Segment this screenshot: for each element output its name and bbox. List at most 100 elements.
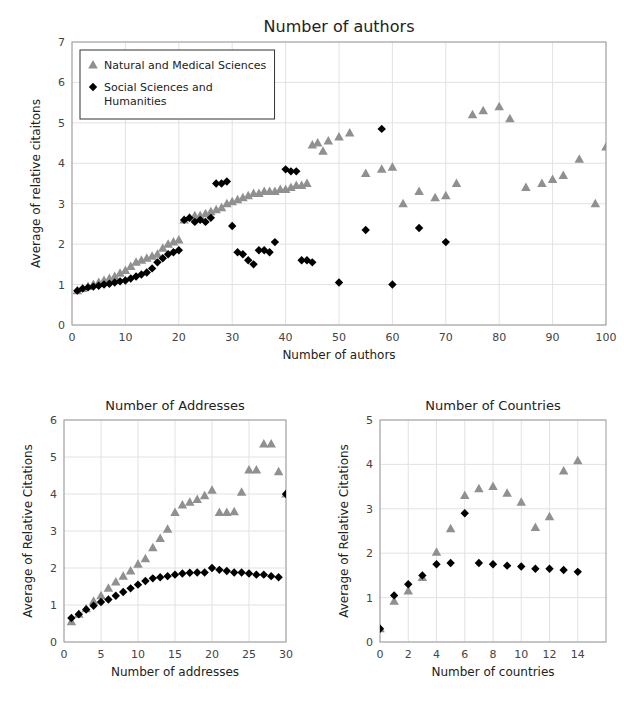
series: [73, 125, 450, 295]
point: [141, 554, 151, 563]
point: [559, 566, 567, 574]
grid-line: [445, 42, 446, 325]
point: [178, 569, 186, 577]
grid-line: [521, 420, 522, 642]
grid-line: [380, 597, 606, 598]
point: [170, 508, 180, 517]
point: [163, 572, 171, 580]
grid-line: [499, 42, 500, 325]
point: [468, 110, 478, 119]
point: [200, 491, 210, 500]
grid-line: [72, 244, 606, 245]
point: [461, 509, 469, 517]
tick-label: 1: [50, 599, 57, 612]
tick-label: 3: [50, 525, 57, 538]
point: [318, 146, 328, 155]
tick-label: 80: [492, 331, 506, 344]
point: [380, 624, 384, 632]
point: [126, 584, 134, 592]
point: [404, 580, 412, 588]
grid-line: [408, 420, 409, 642]
point: [574, 568, 582, 576]
series: [67, 439, 286, 625]
point: [441, 191, 451, 200]
tick-label: 30: [279, 648, 293, 661]
plot-frame: [64, 420, 286, 642]
point: [141, 577, 149, 585]
grid-line: [464, 420, 465, 642]
legend-label: Social Sciences andHumanities: [104, 81, 213, 108]
tick-label: 7: [58, 36, 65, 49]
grid-line: [552, 42, 553, 325]
point: [97, 598, 105, 606]
series: [380, 456, 583, 632]
tick-label: 4: [50, 488, 57, 501]
point: [186, 569, 194, 577]
series: [73, 102, 606, 294]
tick-label: 0: [377, 648, 384, 661]
point: [228, 222, 236, 230]
tick-label: 100: [596, 331, 617, 344]
grid-line: [493, 420, 494, 642]
point: [494, 102, 504, 111]
point: [432, 547, 442, 556]
tick-label: 2: [366, 547, 373, 560]
point: [178, 500, 188, 509]
grid: [380, 420, 606, 642]
legend-marker: [89, 83, 97, 91]
point: [430, 193, 440, 202]
tick-label: 2: [50, 562, 57, 575]
point: [133, 559, 143, 568]
grid-line: [380, 553, 606, 554]
chart: 010203040506070809010001234567Number of …: [29, 17, 617, 362]
point: [545, 512, 555, 521]
point: [489, 560, 497, 568]
point: [252, 465, 262, 474]
point: [223, 567, 231, 575]
legend: Natural and Medical SciencesSocial Scien…: [80, 50, 275, 119]
grid-line: [72, 163, 606, 164]
tick-label: 70: [439, 331, 453, 344]
tick-label: 30: [225, 331, 239, 344]
point: [281, 489, 286, 498]
point: [591, 199, 601, 208]
point: [260, 570, 268, 578]
point: [475, 559, 483, 567]
tick-label: 3: [366, 503, 373, 516]
point: [502, 488, 512, 497]
point: [265, 248, 273, 256]
tick-label: 90: [546, 331, 560, 344]
marks: [380, 456, 583, 633]
point: [119, 588, 127, 596]
legend-box: [80, 50, 275, 119]
point: [163, 524, 173, 533]
grid-line: [380, 508, 606, 509]
point: [548, 174, 558, 183]
point: [503, 561, 511, 569]
point: [324, 136, 334, 145]
point: [193, 568, 201, 576]
point: [335, 278, 343, 286]
point: [252, 570, 260, 578]
point: [104, 595, 112, 603]
tick-label: 40: [279, 331, 293, 344]
point: [155, 533, 165, 542]
point: [601, 142, 606, 151]
point: [302, 179, 312, 188]
chart: 0510152025300123456Number of AddressesNu…: [21, 398, 293, 679]
tick-label: 2: [405, 648, 412, 661]
point: [308, 258, 316, 266]
point: [313, 138, 323, 147]
tick-label: 1: [58, 279, 65, 292]
tick-label: 20: [172, 331, 186, 344]
tick-label: 50: [332, 331, 346, 344]
point: [249, 260, 257, 268]
grid-line: [72, 203, 606, 204]
point: [388, 280, 396, 288]
grid-line: [380, 464, 606, 465]
tick-label: 10: [118, 331, 132, 344]
tick-label: 6: [58, 76, 65, 89]
x-axis-label: Number of authors: [282, 348, 395, 362]
grid: [64, 420, 286, 642]
tick-label: 0: [69, 331, 76, 344]
